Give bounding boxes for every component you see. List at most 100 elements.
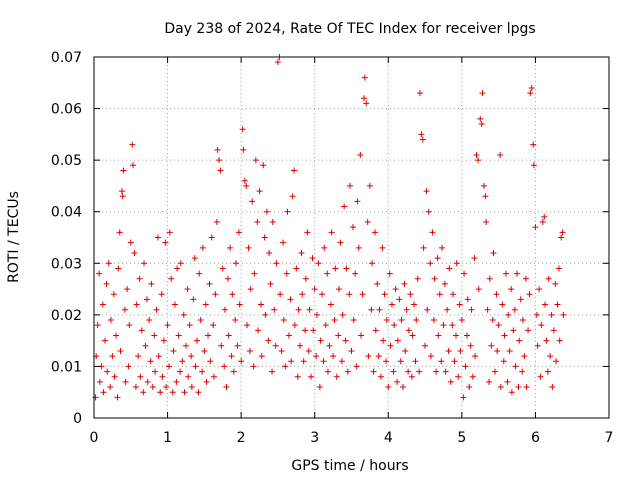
- data-point: [493, 291, 500, 298]
- data-point: [353, 363, 360, 370]
- data-point: [102, 337, 109, 344]
- data-point: [210, 373, 217, 380]
- data-point: [96, 378, 103, 385]
- data-point: [261, 234, 268, 241]
- data-point: [359, 291, 366, 298]
- data-point: [256, 188, 263, 195]
- x-tick-label: 5: [457, 430, 466, 446]
- data-point: [194, 337, 200, 344]
- data-point: [332, 265, 339, 272]
- data-point: [349, 224, 356, 231]
- y-tick-label: 0.02: [51, 308, 82, 324]
- data-point: [375, 353, 382, 360]
- data-point: [527, 90, 534, 97]
- data-point: [199, 368, 206, 375]
- data-point: [155, 234, 162, 241]
- data-point: [499, 301, 506, 308]
- y-tick-label: 0.06: [51, 102, 82, 118]
- data-point: [558, 234, 565, 241]
- data-point: [383, 317, 390, 324]
- data-point: [488, 342, 495, 349]
- data-point: [202, 301, 209, 308]
- data-point: [346, 291, 353, 298]
- data-point: [405, 368, 412, 375]
- y-tick-label: 0.04: [51, 205, 82, 221]
- data-point: [232, 260, 239, 267]
- data-point: [392, 286, 399, 293]
- data-point: [280, 317, 287, 324]
- data-point: [508, 286, 515, 293]
- data-point: [335, 332, 342, 339]
- data-point: [538, 322, 545, 329]
- data-point: [232, 317, 239, 324]
- data-point: [401, 280, 408, 287]
- data-point: [467, 342, 474, 349]
- data-point: [398, 317, 405, 324]
- data-point: [486, 378, 493, 385]
- data-point: [530, 141, 537, 148]
- data-point: [294, 373, 301, 380]
- data-point: [105, 260, 112, 267]
- data-point: [315, 260, 322, 267]
- data-point: [288, 358, 295, 365]
- data-point: [129, 141, 136, 148]
- data-point: [344, 368, 351, 375]
- data-point: [552, 280, 559, 287]
- data-point: [180, 311, 187, 318]
- data-points: [92, 54, 567, 401]
- data-point: [160, 337, 167, 344]
- data-point: [171, 301, 178, 308]
- data-point: [517, 296, 524, 303]
- data-point: [269, 219, 276, 226]
- data-point: [218, 342, 225, 349]
- data-point: [494, 347, 501, 354]
- data-point: [416, 90, 423, 97]
- data-point: [175, 332, 182, 339]
- data-point: [500, 358, 507, 365]
- data-point: [302, 327, 309, 334]
- data-point: [225, 332, 232, 339]
- data-point: [514, 270, 521, 277]
- data-point: [229, 291, 236, 298]
- data-point: [181, 389, 188, 396]
- data-point: [278, 347, 285, 354]
- data-point: [464, 296, 471, 303]
- data-point: [321, 244, 328, 251]
- data-point: [324, 270, 331, 277]
- data-point: [430, 317, 437, 324]
- data-point: [471, 255, 478, 262]
- data-point: [506, 347, 513, 354]
- data-point: [348, 347, 355, 354]
- data-point: [99, 301, 106, 308]
- data-point: [528, 84, 535, 91]
- data-point: [166, 229, 173, 236]
- data-point: [516, 337, 523, 344]
- data-point: [163, 384, 170, 391]
- data-point: [541, 301, 548, 308]
- data-point: [368, 306, 375, 313]
- data-point: [391, 322, 398, 329]
- data-point: [107, 384, 114, 391]
- data-point: [263, 208, 270, 215]
- x-tick-label: 4: [384, 430, 393, 446]
- data-point: [338, 358, 345, 365]
- data-point: [111, 373, 118, 380]
- data-point: [423, 188, 430, 195]
- data-point: [230, 368, 237, 375]
- data-point: [269, 368, 276, 375]
- data-point: [376, 306, 383, 313]
- data-point: [508, 389, 515, 396]
- data-point: [316, 384, 323, 391]
- data-point: [449, 322, 456, 329]
- data-point: [224, 275, 231, 282]
- data-point: [129, 162, 136, 169]
- data-point: [361, 74, 368, 81]
- data-point: [162, 239, 169, 246]
- data-point: [339, 311, 346, 318]
- data-point: [543, 337, 550, 344]
- data-point: [458, 317, 465, 324]
- data-point: [133, 301, 140, 308]
- data-point: [127, 239, 134, 246]
- data-point: [177, 368, 184, 375]
- data-point: [405, 327, 412, 334]
